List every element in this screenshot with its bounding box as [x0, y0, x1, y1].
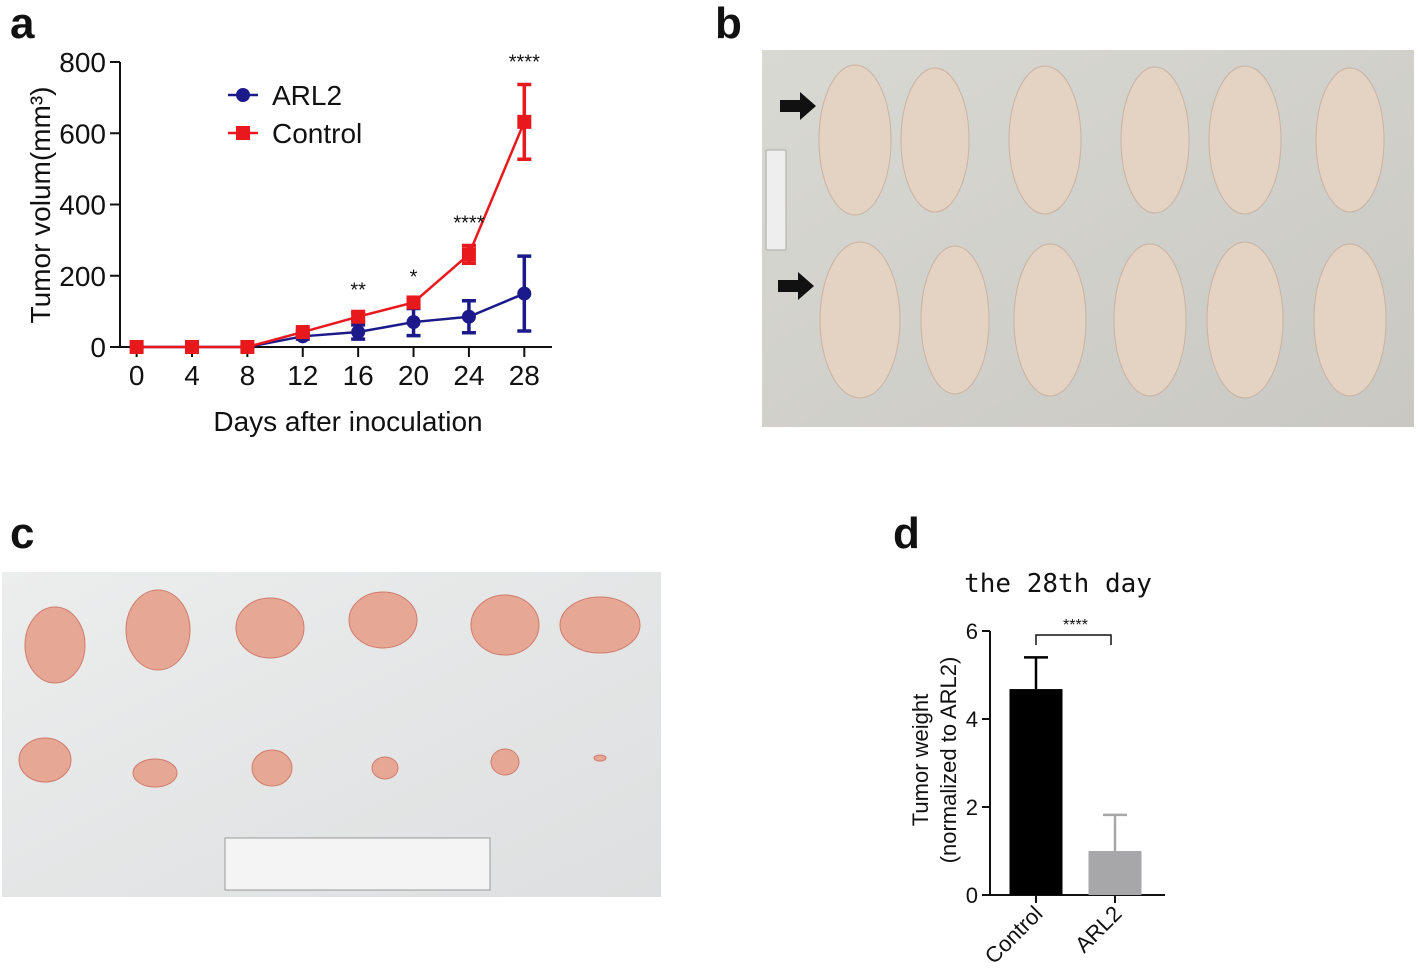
x-tick-label: 12 [287, 360, 318, 391]
x-tick-label: 8 [240, 360, 256, 391]
significance: * [410, 267, 418, 289]
error-bar [1024, 656, 1048, 690]
panel-label: a [10, 0, 35, 48]
significance: **** [1063, 617, 1088, 634]
marker [351, 309, 366, 324]
panel-label: d [893, 509, 920, 558]
chart-title: the 28th day [964, 569, 1152, 599]
y-axis-label: Tumor volum(mm³) [25, 87, 56, 324]
y-tick-label: 0 [90, 332, 106, 363]
significance: ** [350, 279, 366, 301]
y-tick-label: 2 [966, 795, 978, 820]
bar [1088, 851, 1142, 895]
y-tick-label: 600 [59, 118, 106, 149]
y-tick-label: 4 [966, 707, 978, 732]
x-tick-label: 24 [453, 360, 484, 391]
x-tick-label: 16 [343, 360, 374, 391]
legend-marker [236, 88, 250, 102]
bar [1009, 689, 1063, 895]
marker [517, 114, 532, 129]
error-bar [1103, 813, 1127, 851]
x-tick-label: 20 [398, 360, 429, 391]
y-tick-label: 800 [59, 47, 106, 78]
x-tick-label: Control [980, 901, 1048, 969]
marker [129, 340, 144, 354]
significance: **** [509, 51, 540, 73]
y-tick-label: 400 [59, 190, 106, 221]
y-tick-label: 200 [59, 261, 106, 292]
marker [517, 286, 532, 301]
marker [406, 315, 421, 330]
marker [295, 325, 310, 340]
x-axis-label: Days after inoculation [213, 406, 482, 437]
marker [461, 247, 476, 262]
y-axis-label: (normalized to ARL2) [936, 657, 961, 864]
series-line [136, 121, 526, 349]
y-axis-label: Tumor weight [908, 694, 933, 826]
photo-tumors [2, 572, 661, 897]
marker [461, 309, 476, 324]
marker [406, 295, 421, 310]
legend-label: ARL2 [272, 80, 342, 111]
panel-label: b [715, 0, 742, 48]
marker [240, 340, 255, 354]
significance: **** [453, 212, 484, 234]
legend-label: Control [272, 118, 362, 149]
legend-marker [236, 126, 250, 140]
panel-label: c [10, 509, 34, 558]
marker [185, 340, 199, 354]
x-tick-label: ARL2 [1070, 901, 1127, 958]
y-tick-label: 6 [966, 619, 978, 644]
y-tick-label: 0 [966, 883, 978, 908]
significance-bracket [1035, 634, 1112, 645]
x-tick-label: 0 [129, 360, 145, 391]
x-tick-label: 4 [184, 360, 200, 391]
photo-mice [762, 50, 1414, 427]
x-tick-label: 28 [509, 360, 540, 391]
marker [351, 325, 366, 340]
